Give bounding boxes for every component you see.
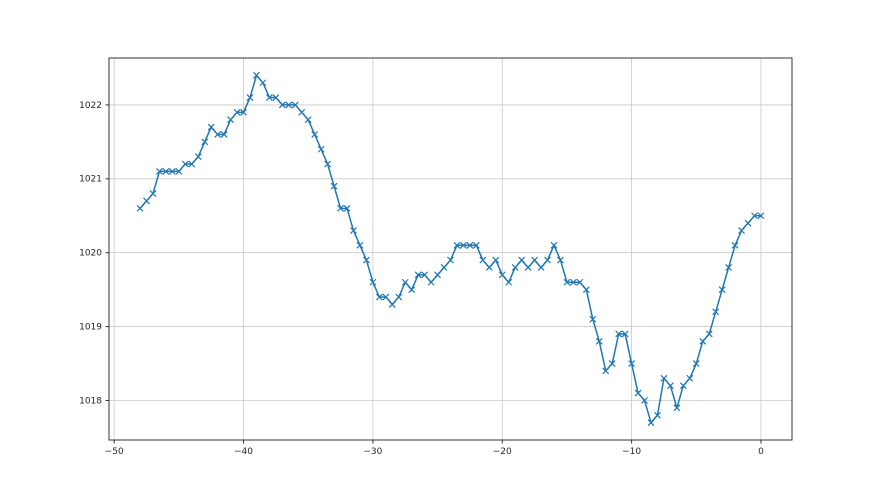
x-tick-label: 0 xyxy=(758,447,764,457)
tick-marks xyxy=(105,104,762,444)
x-tick-label: −30 xyxy=(363,447,382,457)
y-tick-label: 1018 xyxy=(79,396,102,406)
y-tick-label: 1019 xyxy=(79,322,102,332)
y-tick-label: 1021 xyxy=(79,175,102,185)
x-tick-label: −10 xyxy=(622,447,641,457)
x-tick-label: −40 xyxy=(234,447,253,457)
data-point-x-markers xyxy=(136,71,765,427)
x-tick-label: −20 xyxy=(493,447,512,457)
data-line xyxy=(139,74,762,424)
x-tick-label: −50 xyxy=(105,447,124,457)
plot-border xyxy=(108,57,793,441)
gridlines xyxy=(109,58,792,440)
y-tick-label: 1020 xyxy=(79,249,102,259)
y-tick-label: 1022 xyxy=(79,101,102,111)
tick-labels: −50 −40 −30 −20 −10 0 1018 1019 1020 1021 1022 xyxy=(79,101,764,457)
